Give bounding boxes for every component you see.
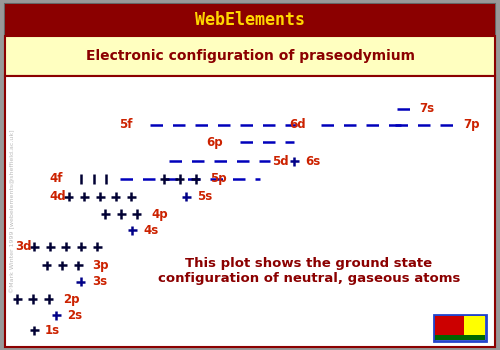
Bar bbox=[5, 4, 495, 36]
Text: 6s: 6s bbox=[305, 155, 320, 168]
Text: 4s: 4s bbox=[143, 224, 158, 237]
Bar bbox=[464, 316, 485, 335]
Bar bbox=[5, 36, 495, 76]
Text: 7p: 7p bbox=[463, 118, 479, 132]
Text: WebElements: WebElements bbox=[195, 11, 305, 29]
Text: 4p: 4p bbox=[151, 208, 168, 220]
Text: 3p: 3p bbox=[92, 259, 108, 272]
Text: 2s: 2s bbox=[67, 309, 82, 322]
Text: 7s: 7s bbox=[419, 102, 434, 115]
Text: 5s: 5s bbox=[197, 190, 212, 203]
Text: 6p: 6p bbox=[206, 136, 223, 149]
Bar bbox=[434, 315, 486, 341]
Text: 3s: 3s bbox=[92, 275, 107, 288]
Text: This plot shows the ground state
configuration of neutral, gaseous atoms: This plot shows the ground state configu… bbox=[158, 257, 460, 285]
Text: ©Mark Winter 1999 [webelements@sheffield.ac.uk]: ©Mark Winter 1999 [webelements@sheffield… bbox=[10, 130, 15, 293]
Text: 5p: 5p bbox=[210, 173, 226, 186]
Bar bbox=[5, 76, 495, 346]
Text: 5f: 5f bbox=[119, 118, 132, 132]
Bar bbox=[434, 316, 464, 335]
Text: 2p: 2p bbox=[63, 293, 80, 306]
Text: 6d: 6d bbox=[290, 118, 306, 132]
Text: 1s: 1s bbox=[45, 324, 60, 337]
Text: Electronic configuration of praseodymium: Electronic configuration of praseodymium bbox=[86, 49, 414, 63]
Bar bbox=[434, 335, 485, 341]
Text: 4d: 4d bbox=[49, 190, 66, 203]
Text: 3d: 3d bbox=[15, 240, 32, 253]
Text: 5d: 5d bbox=[272, 155, 288, 168]
Text: 4f: 4f bbox=[49, 173, 62, 186]
